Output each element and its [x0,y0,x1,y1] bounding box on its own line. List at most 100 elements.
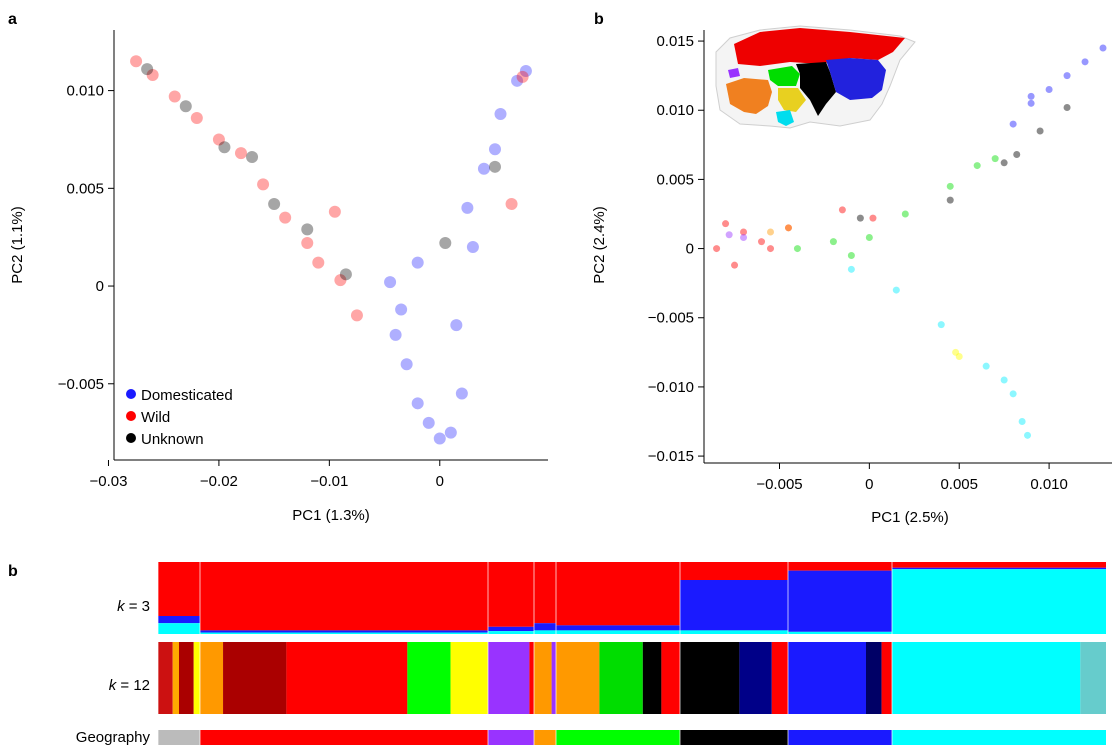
k12-segment-3-1 [551,642,556,714]
panel-a-point-s1-9 [312,256,325,269]
k12-segment-1-1 [223,642,287,714]
panel-a-point-s1-12 [328,205,341,218]
panel-a-y-tick-label-0: 0.010 [66,83,104,100]
inset-region-cyan [776,110,794,126]
panel-a-points [130,55,532,445]
panel-a-point-s2-4 [268,197,281,210]
k3-segment-6-2 [788,631,892,634]
panel-a-point-s1-6 [257,178,270,191]
k12-segment-3-0 [534,642,552,714]
panel-a-point-s0-5 [444,426,457,439]
panel-b-x-tick-label-0: −0.005 [756,476,802,493]
panel-b-point-s2-5 [856,214,864,222]
legend-marker-domesticated [126,389,136,399]
panel-b-point-s4-1 [1009,390,1017,398]
panel-a-point-s1-14 [516,70,529,83]
k3-segment-4-1 [556,625,680,631]
k3-segment-5-2 [680,630,788,634]
geography-segment-2 [488,730,534,745]
panel-b-point-s3-7 [991,155,999,163]
row-label-k12: k = 12 [109,677,150,694]
k12-segment-0-3 [193,642,200,714]
inset-region-black [796,62,836,116]
panel-a-point-s1-2 [168,90,181,103]
panel-b-points [713,44,1107,439]
panel-b-point-s2-3 [1063,103,1071,111]
geography-segment-7 [892,730,1106,745]
panel-a-point-s0-1 [400,358,413,371]
panel-a-point-s1-13 [505,197,518,210]
panel-b-point-s0-5 [767,245,775,253]
k12-segment-5-0 [680,642,740,714]
geography-segment-1 [200,730,488,745]
panel-a-point-s0-11 [519,65,532,78]
panel-b-point-s4-2 [1018,417,1026,425]
k3-segment-2-1 [488,626,534,632]
k12-segment-0-0 [158,642,173,714]
panel-a-x-label: PC1 (1.3%) [292,507,370,524]
k12-segment-4-3 [661,642,680,714]
panel-b-point-s6-0 [725,231,733,239]
k3-segment-7-1 [892,567,1106,570]
k12-segment-5-2 [771,642,788,714]
panel-label-c: b [8,563,18,580]
panel-a-point-s0-0 [389,328,402,341]
panel-a-point-s1-0 [130,55,143,68]
panel-label-b: b [594,11,604,28]
inset-region-blue [826,58,886,100]
k12-segment-0-2 [179,642,194,714]
legend-label-wild: Wild [141,409,170,426]
k3-segment-4-0 [556,562,680,626]
panel-b-point-s1-6 [1027,92,1035,100]
panel-b-point-s5-0 [767,228,775,236]
row-label-geography: Geography [76,729,151,745]
k12-segment-1-2 [286,642,408,714]
panel-b-point-s0-6 [784,224,792,232]
panel-b-point-s0-7 [838,206,846,214]
panel-b-point-s3-5 [946,182,954,190]
geography-segment-0 [158,730,200,745]
panel-a-legend: Domesticated Wild Unknown [126,387,233,448]
panel-a-point-s0-2 [411,397,424,410]
panel-b-y-tick-label-2: 0.005 [656,171,694,188]
panel-a-point-s2-1 [179,100,192,113]
k12-segment-2-1 [529,642,534,714]
panel-b-chart: −0.005 0 0.005 0.010 0.015 0.010 0.005 0 −0.005 −… [591,25,1112,526]
panel-b-point-s3-0 [793,245,801,253]
panel-c-admixture: k = 3 k = 12 Geography [76,562,1106,745]
k12-segment-7-0 [892,642,1081,714]
panel-b-point-s3-1 [829,238,837,246]
panel-b-ticks: −0.005 0 0.005 0.010 0.015 0.010 0.005 0 −0.005 −… [648,33,1068,493]
geography-segment-5 [680,730,788,745]
k3-segment-3-2 [534,630,556,634]
k3-segment-2-0 [488,562,534,627]
panel-a-point-s1-5 [234,147,247,160]
panel-a-y-label: PC2 (1.1%) [9,206,26,284]
panel-b-point-s7-0 [955,352,963,360]
panel-b-y-tick-label-5: −0.010 [648,379,694,396]
k3-segment-5-1 [680,580,788,631]
k12-segment-1-3 [407,642,451,714]
k3-segment-1-1 [200,630,488,633]
panel-b-point-s1-1 [1027,99,1035,107]
panel-a-point-s0-17 [395,303,408,316]
k12-segment-4-1 [599,642,643,714]
geography-segment-3 [534,730,556,745]
panel-b-point-s6-1 [740,234,748,242]
panel-b-x-tick-label-2: 0.005 [940,476,978,493]
panel-b-x-tick-label-1: 0 [865,476,873,493]
panel-b-point-s2-0 [1000,159,1008,167]
panel-a-point-s0-10 [511,74,524,87]
panel-b-point-s2-2 [1036,127,1044,135]
k3-segment-0-1 [158,616,200,624]
panel-a-point-s0-16 [461,201,474,214]
panel-b-point-s0-1 [722,220,730,228]
panel-a-x-tick-label-1: −0.02 [200,473,238,490]
k12-segment-1-0 [200,642,224,714]
panel-label-a: a [8,11,17,28]
k3-segment-3-1 [534,623,556,631]
k3-segment-2-2 [488,631,534,634]
k3-segment-1-2 [200,632,488,634]
panel-b-point-s3-4 [901,210,909,218]
